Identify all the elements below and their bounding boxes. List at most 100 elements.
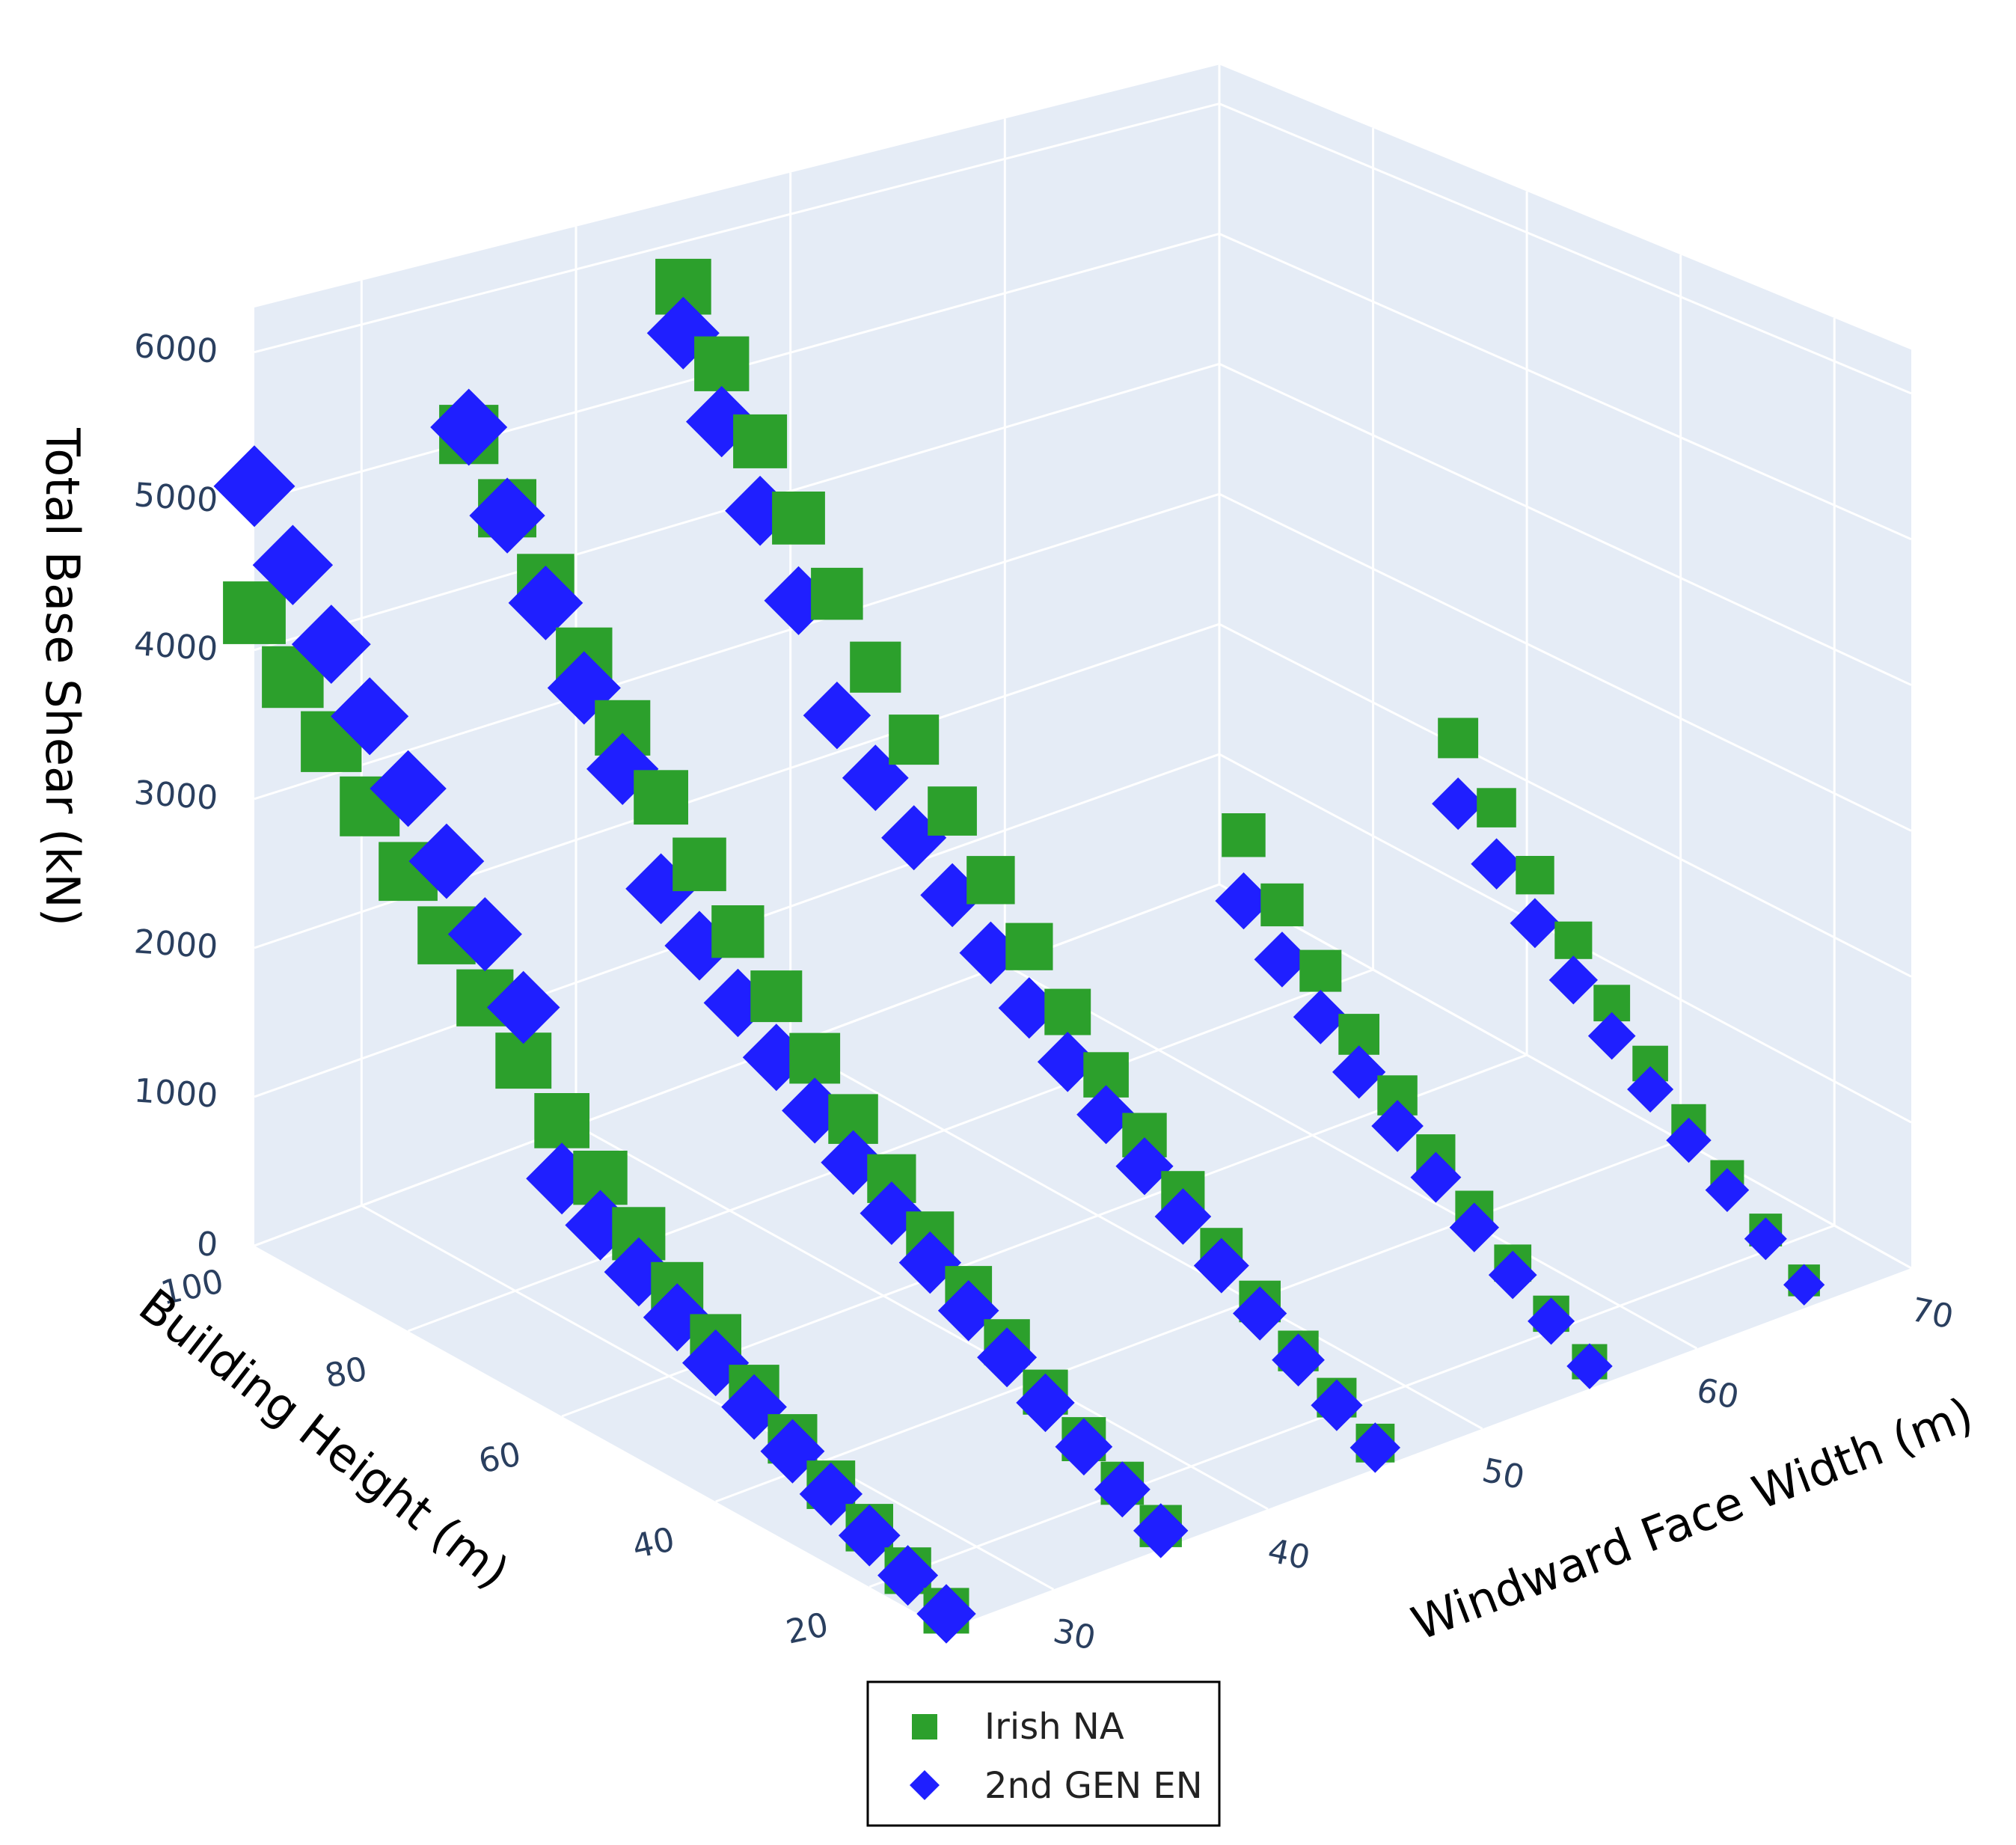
z-tick-label: 2000	[133, 922, 219, 967]
point-irish-na-w45-h85	[772, 492, 825, 545]
y-tick-label: 40	[629, 1520, 678, 1567]
point-2nd-gen-en-w25-h75	[408, 823, 485, 899]
point-2nd-gen-en-w55-h10	[1566, 1343, 1613, 1389]
point-2nd-gen-en-w35-h10	[1133, 1503, 1189, 1558]
point-irish-na-w45-h65	[928, 786, 977, 836]
point-2nd-gen-en-w55-h30	[1410, 1151, 1462, 1203]
point-2nd-gen-en-w35-h95	[469, 477, 545, 554]
legend[interactable]: Irish NA 2nd GEN EN	[866, 1680, 1221, 1827]
back-wall-right	[1219, 64, 1911, 1268]
grid-line-x-floor	[1219, 883, 1912, 1270]
point-2nd-gen-en-w25-h25	[799, 1462, 863, 1526]
grid-line-z-left-wall	[254, 102, 1220, 354]
point-2nd-gen-en-w45-h45	[1076, 1085, 1136, 1145]
point-2nd-gen-en-w45-h80	[803, 681, 871, 750]
point-irish-na-w45-h90	[733, 414, 788, 468]
y-tick-label: 80	[322, 1350, 370, 1396]
point-2nd-gen-en-w45-h25	[1232, 1286, 1287, 1341]
point-2nd-gen-en-w25-h90	[291, 605, 371, 685]
point-2nd-gen-en-w25-h95	[252, 524, 334, 605]
point-2nd-gen-en-w45-h10	[1349, 1422, 1401, 1473]
point-irish-na-w45-h55	[1005, 922, 1053, 970]
point-2nd-gen-en-w35-h15	[1094, 1461, 1151, 1518]
grid-line-z-right-wall	[1219, 363, 1912, 686]
y-tick-label: 60	[475, 1435, 524, 1481]
point-irish-na-w65-h45	[1516, 856, 1554, 895]
x-tick-label: 30	[1050, 1612, 1099, 1658]
point-2nd-gen-en-w35-h20	[1055, 1418, 1113, 1476]
point-2nd-gen-en-w55-h20	[1488, 1250, 1537, 1300]
point-irish-na-w35-h75	[634, 770, 689, 825]
point-2nd-gen-en-w45-h50	[1037, 1031, 1098, 1092]
point-2nd-gen-en-w55-h15	[1528, 1297, 1575, 1345]
point-2nd-gen-en-w25-h85	[331, 677, 409, 756]
point-2nd-gen-en-w35-h25	[1016, 1373, 1075, 1433]
z-tick-label: 5000	[133, 476, 219, 520]
z-tick-label: 0	[195, 1225, 218, 1264]
x-tick-label: 70	[1908, 1291, 1956, 1337]
point-irish-na-w35-h70	[672, 837, 726, 892]
point-irish-na-w45-h95	[694, 336, 750, 391]
grid-line-x-floor	[575, 1124, 1269, 1511]
point-irish-na-w45-h60	[966, 856, 1015, 905]
point-2nd-gen-en-w25-h15	[877, 1545, 939, 1606]
point-2nd-gen-en-w45-h35	[1154, 1188, 1212, 1245]
point-2nd-gen-en-w25-h70	[447, 897, 522, 972]
point-2nd-gen-en-w55-h45	[1293, 989, 1348, 1044]
grid-line-z-right-wall	[1219, 622, 1912, 978]
z-tick-label: 3000	[133, 774, 219, 818]
point-irish-na-w65-h50	[1477, 788, 1516, 827]
x-tick-label: 50	[1479, 1451, 1528, 1498]
z-tick-label: 1000	[133, 1071, 219, 1116]
grid-line-x-floor	[1004, 964, 1698, 1350]
point-irish-na-w35-h55	[789, 1032, 841, 1084]
grid-line-z-left-wall	[254, 492, 1220, 801]
point-2nd-gen-en-w65-h20	[1705, 1168, 1750, 1213]
x-tick-label: 60	[1694, 1371, 1742, 1417]
grid-line-z-right-wall	[1219, 102, 1912, 395]
point-2nd-gen-en-w65-h30	[1627, 1065, 1674, 1113]
point-2nd-gen-en-w45-h15	[1311, 1379, 1363, 1431]
point-2nd-gen-en-w65-h55	[1432, 777, 1485, 830]
point-2nd-gen-en-w55-h35	[1371, 1100, 1424, 1152]
point-irish-na-w45-h70	[889, 715, 940, 765]
point-2nd-gen-en-w45-h20	[1272, 1333, 1325, 1387]
point-irish-na-w45-h75	[850, 641, 901, 693]
point-2nd-gen-en-w65-h10	[1783, 1264, 1825, 1306]
grid-line-y-floor	[254, 883, 1220, 1247]
x-axis-title: Windward Face Width (m)	[1404, 1386, 1980, 1651]
grid-line-y-floor	[408, 968, 1374, 1332]
point-2nd-gen-en-w25-h100	[213, 445, 295, 527]
point-2nd-gen-en-w55-h25	[1449, 1202, 1500, 1252]
point-irish-na-w25-h60	[534, 1093, 589, 1148]
point-2nd-gen-en-w35-h90	[508, 565, 583, 640]
point-irish-na-w65-h55	[1438, 718, 1479, 759]
point-2nd-gen-en-w25-h35	[721, 1374, 787, 1440]
point-2nd-gen-en-w45-h75	[842, 744, 909, 812]
point-2nd-gen-en-w25-h65	[486, 970, 560, 1044]
z-tick-label: 6000	[133, 327, 219, 371]
point-2nd-gen-en-w35-h100	[430, 388, 508, 466]
point-irish-na-w25-h100	[223, 581, 286, 644]
y-tick-label: 20	[782, 1606, 831, 1652]
point-irish-na-w55-h50	[1260, 883, 1304, 927]
point-2nd-gen-en-w25-h30	[760, 1419, 825, 1484]
point-2nd-gen-en-w65-h15	[1744, 1217, 1787, 1261]
point-irish-na-w35-h60	[750, 970, 803, 1023]
z-tick-label: 4000	[133, 625, 219, 669]
point-irish-na-w55-h40	[1338, 1014, 1380, 1055]
point-2nd-gen-en-w45-h40	[1115, 1137, 1174, 1196]
legend-marker-2nd-gen-en	[910, 1770, 940, 1800]
legend-label-irish-na: Irish NA	[984, 1706, 1124, 1748]
legend-box	[866, 1680, 1221, 1827]
z-axis-title: Total Base Shear (kN)	[35, 427, 90, 926]
point-2nd-gen-en-w35-h35	[937, 1279, 999, 1341]
legend-marker-irish-na	[912, 1714, 937, 1740]
point-2nd-gen-en-w65-h25	[1666, 1117, 1712, 1163]
grid-line-z-right-wall	[1219, 233, 1912, 541]
point-irish-na-w45-h80	[811, 567, 863, 620]
grid-line-x-floor	[789, 1044, 1483, 1430]
point-2nd-gen-en-w35-h30	[977, 1327, 1038, 1388]
point-2nd-gen-en-w55-h40	[1332, 1045, 1386, 1099]
